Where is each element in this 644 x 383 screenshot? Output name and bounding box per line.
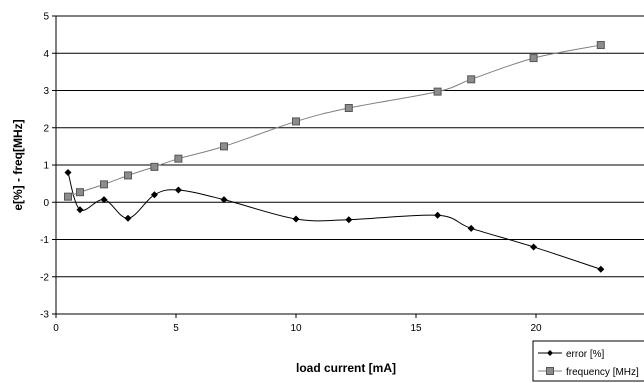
error-point	[174, 186, 182, 194]
legend-marker-frequency	[546, 367, 554, 375]
y-axis-ticks: -3 -2 -1 0 1 2 3 4 5	[40, 12, 56, 321]
frequency-point	[64, 192, 72, 201]
frequency-point	[292, 117, 300, 126]
error-point	[530, 243, 538, 251]
frequency-point	[100, 180, 108, 189]
y-tick-label: 1	[43, 161, 49, 172]
error-point	[434, 211, 442, 219]
frequency-point	[467, 75, 476, 84]
frequency-point	[220, 142, 228, 151]
frequency-point	[76, 188, 84, 197]
frequency-point	[174, 154, 183, 163]
x-axis-title: load current [mA]	[296, 361, 396, 375]
y-axis-title: e[%] - freq[MHz]	[11, 119, 25, 210]
error-point	[292, 215, 300, 223]
error-point	[220, 196, 228, 204]
y-tick-label: -2	[40, 272, 49, 283]
legend: error [%] frequency [MHz]	[532, 340, 644, 382]
error-point	[124, 214, 132, 222]
legend-label-error: error [%]	[566, 349, 605, 360]
error-point	[100, 196, 108, 204]
error-point	[150, 191, 158, 199]
x-tick-label: 10	[290, 323, 302, 334]
frequency-point	[344, 104, 353, 113]
y-tick-label: 0	[43, 198, 49, 209]
frequency-point	[433, 87, 442, 96]
error-point	[345, 216, 353, 224]
y-tick-label: -1	[40, 235, 49, 246]
frequency-point	[529, 54, 538, 63]
y-tick-label: 2	[43, 123, 49, 134]
frequency-point	[150, 162, 159, 171]
error-point	[76, 206, 84, 214]
x-axis-ticks: 0510152025	[53, 314, 542, 334]
y-tick-label: -3	[40, 310, 49, 321]
series-group	[64, 41, 605, 273]
frequency-point	[124, 171, 132, 180]
x-tick-label: 20	[530, 323, 542, 334]
legend-marker-error	[547, 350, 553, 356]
x-tick-label: 5	[173, 323, 179, 334]
y-tick-label: 4	[43, 49, 49, 60]
frequency-point	[596, 41, 605, 50]
y-tick-label: 3	[43, 86, 49, 97]
error-point	[467, 224, 475, 232]
legend-label-frequency: frequency [MHz]	[566, 367, 639, 378]
x-tick-label: 15	[410, 323, 422, 334]
error-point	[597, 265, 605, 273]
x-tick-label: 0	[53, 323, 59, 334]
error-point	[64, 168, 72, 176]
y-tick-label: 5	[43, 12, 49, 23]
